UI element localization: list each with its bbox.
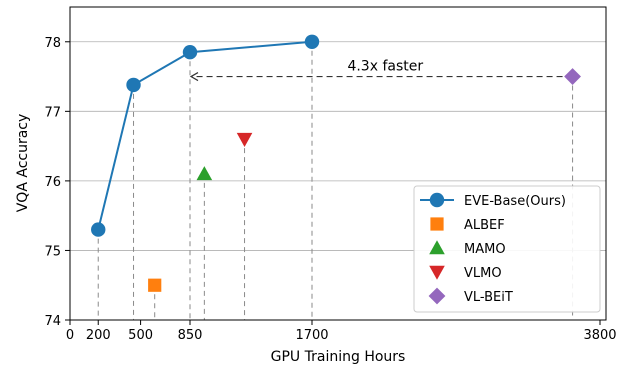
legend-label: MAMO bbox=[464, 242, 506, 257]
y-tick-label: 78 bbox=[44, 36, 61, 51]
x-tick-label: 1700 bbox=[295, 328, 328, 343]
series-line bbox=[97, 40, 313, 230]
speedup-annotation-label: 4.3x faster bbox=[347, 59, 423, 75]
legend-marker bbox=[429, 240, 445, 255]
x-axis-label: GPU Training Hours bbox=[271, 349, 406, 365]
legend-marker bbox=[429, 265, 445, 280]
data-point bbox=[126, 77, 141, 93]
data-markers bbox=[91, 34, 581, 292]
data-point bbox=[148, 278, 162, 292]
legend-label: ALBEF bbox=[464, 218, 505, 233]
data-point bbox=[196, 166, 213, 181]
y-tick-label: 74 bbox=[44, 314, 61, 329]
legend-label: EVE-Base(Ours) bbox=[464, 194, 566, 209]
legend-marker bbox=[430, 217, 444, 231]
plot-frame bbox=[69, 6, 607, 321]
y-axis: 74 75 76 77 78 bbox=[44, 36, 70, 329]
data-point bbox=[236, 132, 253, 147]
x-tick-label: 850 bbox=[178, 328, 203, 343]
legend-marker bbox=[428, 287, 446, 305]
legend: EVE-Base(Ours) ALBEF MAMO VLMO VL-BEiT bbox=[413, 185, 601, 313]
data-point bbox=[91, 222, 106, 237]
y-tick-label: 77 bbox=[44, 105, 61, 120]
data-point bbox=[564, 68, 581, 85]
legend-label: VLMO bbox=[464, 266, 502, 281]
legend-label: VL-BEiT bbox=[464, 290, 513, 305]
data-point bbox=[304, 34, 320, 49]
series-lines bbox=[97, 40, 313, 230]
legend-box bbox=[413, 185, 601, 313]
legend-marker bbox=[429, 192, 445, 208]
x-tick-label: 500 bbox=[128, 328, 153, 343]
data-point bbox=[182, 45, 198, 60]
y-tick-label: 75 bbox=[44, 244, 61, 259]
x-tick-label: 3800 bbox=[583, 328, 616, 343]
speedup-arrow-head bbox=[189, 72, 199, 82]
x-tick-label: 200 bbox=[86, 328, 111, 343]
x-axis: 0 200 500 850 1700 3800 bbox=[66, 320, 617, 343]
x-tick-label: 0 bbox=[66, 328, 74, 343]
y-axis-label: VQA Accuracy bbox=[15, 114, 31, 213]
y-tick-label: 76 bbox=[44, 175, 61, 190]
speedup-annotation: 4.3x faster bbox=[189, 59, 573, 82]
